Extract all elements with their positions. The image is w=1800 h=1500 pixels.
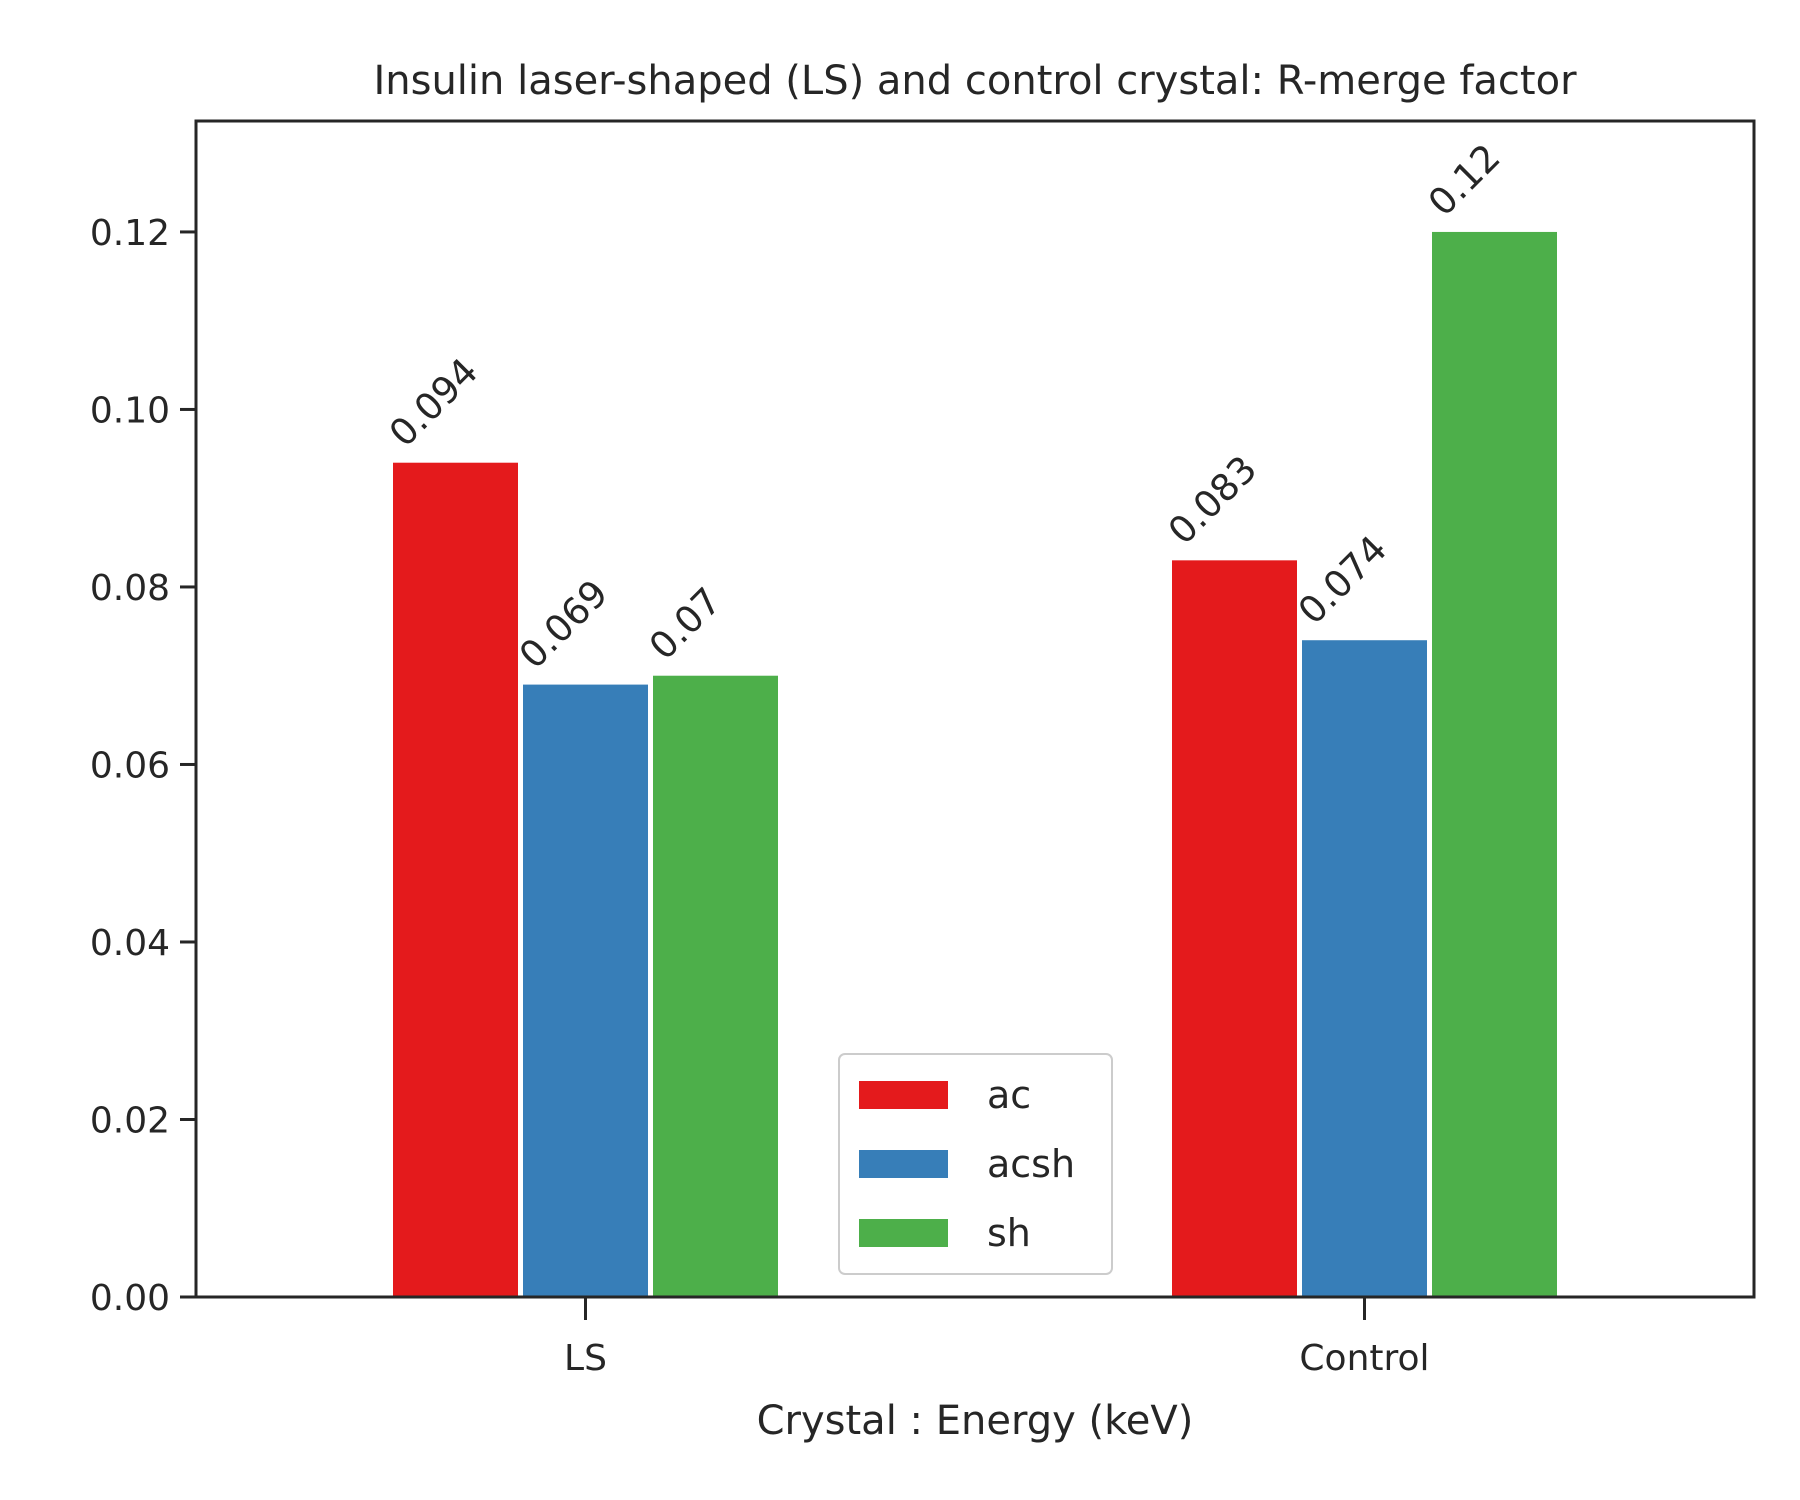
data-label: 0.069 (511, 572, 616, 677)
data-label: 0.07 (641, 579, 730, 668)
legend-swatch-ac (859, 1081, 948, 1109)
data-label: 0.083 (1160, 447, 1265, 552)
y-tick-label: 0.00 (90, 1278, 170, 1319)
legend-swatch-sh (859, 1219, 948, 1247)
x-tick-label: LS (564, 1338, 607, 1379)
bar-acsh-ls (523, 684, 648, 1297)
y-tick-label: 0.12 (90, 213, 170, 254)
chart-title: Insulin laser-shaped (LS) and control cr… (373, 58, 1577, 104)
x-axis: LS Control (564, 1297, 1430, 1379)
x-tick-label: Control (1299, 1338, 1429, 1379)
bars-group (393, 231, 1557, 1298)
plot-frame (194, 119, 1756, 1299)
bar-ac-control (1172, 560, 1297, 1297)
data-label: 0.12 (1420, 136, 1509, 225)
bar-acsh-control (1302, 640, 1427, 1297)
y-tick-label: 0.08 (90, 568, 170, 609)
y-axis: 0.00 0.02 0.04 0.06 0.08 0.10 0.12 (90, 213, 196, 1319)
bar-sh-control (1432, 231, 1557, 1298)
bar-ac-ls (393, 462, 518, 1297)
bar-sh-ls (653, 675, 778, 1297)
data-label: 0.074 (1290, 527, 1395, 632)
x-axis-label: Crystal : Energy (keV) (757, 1398, 1194, 1444)
legend-swatch-acsh (859, 1150, 948, 1178)
legend-label-acsh: acsh (987, 1142, 1075, 1186)
data-label: 0.094 (381, 350, 486, 455)
legend: ac acsh sh (838, 1053, 1113, 1275)
y-tick-label: 0.10 (90, 390, 170, 431)
legend-label-ac: ac (987, 1073, 1031, 1117)
y-tick-label: 0.06 (90, 745, 170, 786)
y-tick-label: 0.04 (90, 923, 170, 964)
y-tick-label: 0.02 (90, 1100, 170, 1141)
legend-label-sh: sh (987, 1211, 1031, 1255)
